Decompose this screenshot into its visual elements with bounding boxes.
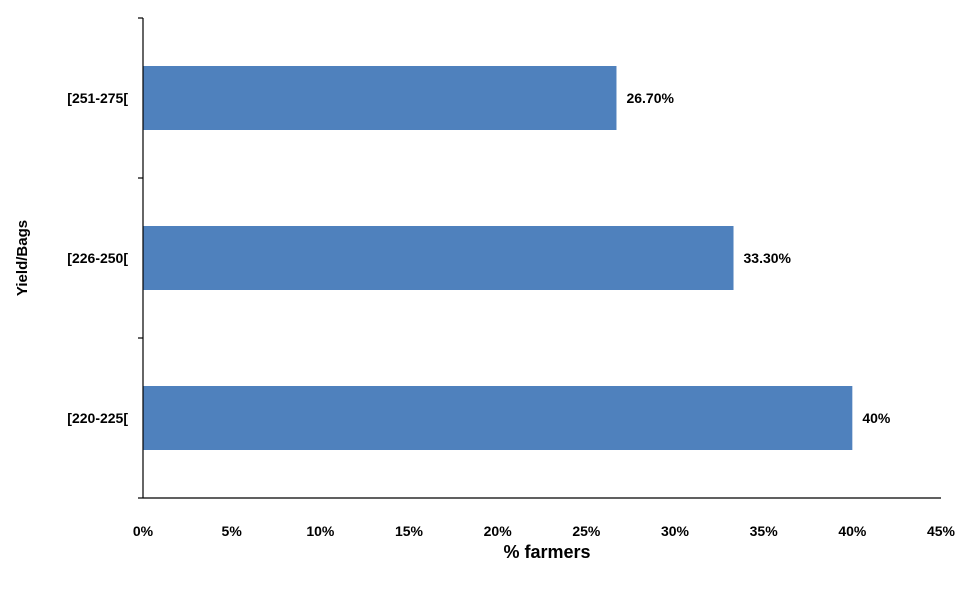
x-tick-labels-group: 0% 5% 10% 15% 20% 25% 30% 35% 40% 45% (133, 523, 956, 539)
x-axis-title: % farmers (503, 542, 590, 562)
data-label: 33.30% (744, 250, 792, 266)
category-labels-group: [220-225[ [226-250[ [251-275[ (67, 90, 128, 426)
value-labels-group: 40% 33.30% 26.70% (626, 90, 890, 426)
data-label: 40% (862, 410, 891, 426)
bar (143, 66, 617, 130)
category-label: [220-225[ (67, 410, 128, 426)
data-label: 26.70% (626, 90, 674, 106)
bar (143, 386, 853, 450)
x-tick-label: 0% (133, 523, 154, 539)
x-tick-label: 25% (572, 523, 601, 539)
x-tick-label: 30% (661, 523, 690, 539)
y-axis-title: Yield/Bags (14, 220, 31, 296)
x-tick-label: 20% (484, 523, 513, 539)
x-tick-label: 35% (750, 523, 779, 539)
x-tick-label: 10% (306, 523, 335, 539)
y-axis-ticks (138, 17, 143, 499)
x-tick-label: 40% (838, 523, 867, 539)
x-tick-label: 45% (927, 523, 956, 539)
x-tick-label: 5% (222, 523, 243, 539)
bar (143, 226, 734, 290)
x-tick-label: 15% (395, 523, 424, 539)
axes-group (142, 18, 941, 499)
category-label: [251-275[ (67, 90, 128, 106)
bars-group (143, 66, 853, 450)
category-label: [226-250[ (67, 250, 128, 266)
